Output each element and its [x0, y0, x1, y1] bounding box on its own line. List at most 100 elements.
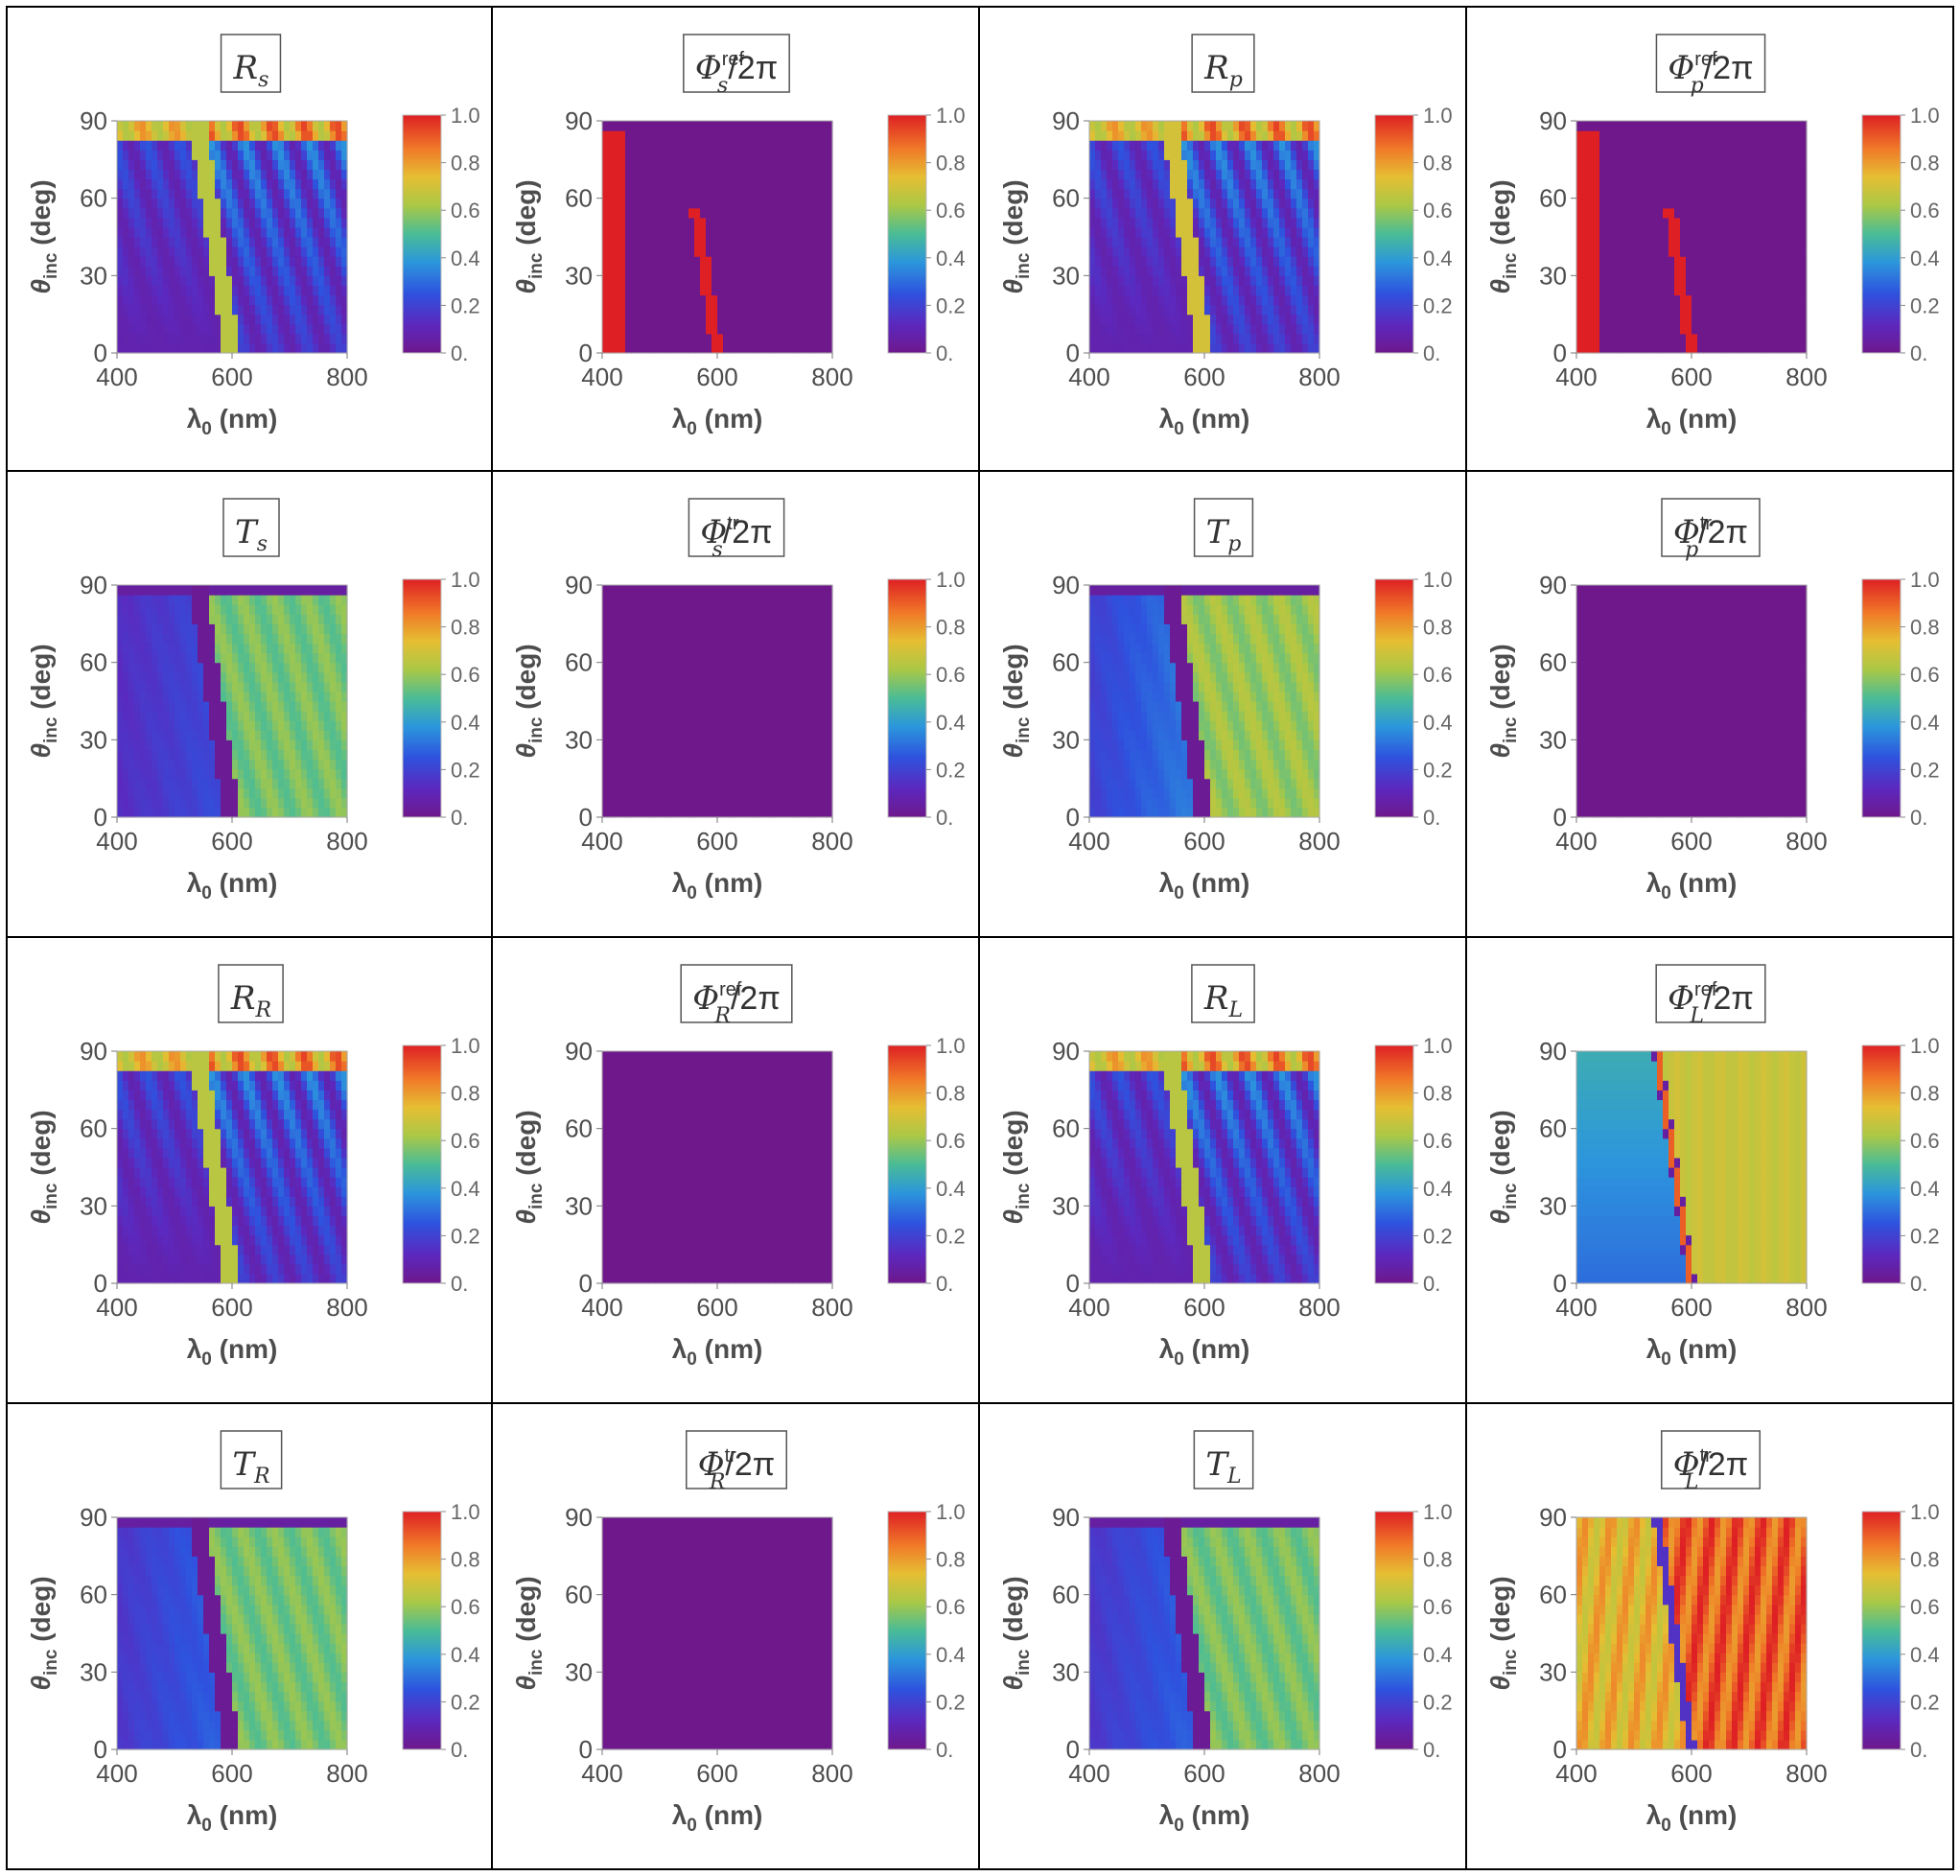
heatmap-cell [232, 701, 239, 712]
heatmap-cell [1645, 207, 1652, 219]
heatmap-cell [723, 121, 730, 131]
heatmap-cell [1199, 178, 1205, 190]
heatmap-cell [215, 730, 222, 740]
heatmap-cell [163, 237, 170, 247]
heatmap-cell [117, 797, 124, 809]
heatmap-cell [752, 323, 758, 335]
heatmap-cell [1262, 266, 1269, 276]
heatmap-cell [1755, 207, 1762, 219]
heatmap-cell [272, 323, 279, 335]
heatmap-cell [209, 207, 216, 219]
heatmap-cell [1239, 130, 1246, 141]
heatmap-cell [244, 285, 250, 296]
heatmap-cell [203, 333, 210, 344]
heatmap-cell [1732, 159, 1738, 171]
heatmap-cell [232, 807, 239, 818]
heatmap-cell [1256, 188, 1263, 199]
heatmap-cell [134, 294, 141, 306]
heatmap-cell [1147, 266, 1154, 276]
heatmap-cell [781, 188, 787, 199]
heatmap-cell [267, 671, 273, 683]
heatmap-cell [244, 662, 250, 673]
heatmap-cell [637, 140, 643, 151]
heatmap-cell [261, 314, 268, 325]
heatmap-cell [1256, 323, 1263, 335]
heatmap-cell [1738, 256, 1744, 267]
heatmap-cell [261, 188, 268, 199]
heatmap-cell [255, 778, 262, 789]
heatmap-cell [140, 739, 147, 751]
heatmap-cell [798, 217, 805, 228]
heatmap-cell [677, 342, 684, 354]
heatmap-cell [608, 217, 615, 228]
heatmap-cell [1112, 169, 1119, 180]
heatmap-cell [180, 643, 187, 654]
heatmap-cell [290, 633, 296, 645]
heatmap-cell [1617, 207, 1623, 219]
heatmap-cell [1738, 226, 1744, 238]
heatmap-cell [261, 266, 268, 276]
colorbar-tick-label: 1.0 [1423, 104, 1453, 128]
heatmap-cell [232, 681, 239, 692]
heatmap-cell [642, 198, 649, 209]
heatmap-cell [313, 759, 319, 770]
heatmap-cell [134, 797, 141, 809]
heatmap-cell [140, 701, 147, 712]
heatmap-cell [1692, 304, 1698, 316]
heatmap-cell [221, 121, 227, 131]
heatmap-cell [215, 314, 222, 325]
heatmap-cell [180, 797, 187, 809]
heatmap-cell [792, 294, 799, 306]
heatmap-cell [809, 169, 816, 180]
heatmap-cell [232, 739, 239, 751]
heatmap-cell [637, 150, 643, 160]
heatmap-cell [1801, 266, 1808, 276]
heatmap-cell [1130, 188, 1136, 199]
heatmap-cell [1663, 140, 1669, 151]
heatmap-cell [637, 246, 643, 257]
heatmap-cell [1778, 207, 1785, 219]
heatmap-cell [1222, 285, 1228, 296]
y-tick-label: 0 [94, 339, 107, 367]
colorbar-tick-label: 0.2 [936, 293, 966, 317]
heatmap-cell [341, 787, 348, 799]
heatmap-cell [1245, 256, 1251, 267]
heatmap-cell [134, 304, 141, 316]
heatmap-cell [284, 623, 291, 635]
heatmap-cell [244, 595, 250, 605]
heatmap-cell [278, 595, 285, 605]
heatmap-cell [1738, 323, 1744, 335]
heatmap-cell [608, 237, 615, 247]
heatmap-cell [169, 711, 175, 721]
heatmap-cell [226, 275, 233, 287]
heatmap-cell [1227, 256, 1234, 267]
heatmap-cell [1617, 226, 1623, 238]
heatmap-cell [1778, 237, 1785, 247]
heatmap-cell [1118, 188, 1125, 199]
heatmap-cell [1107, 178, 1113, 190]
heatmap-cell [1210, 130, 1217, 141]
heatmap-cell [758, 256, 764, 267]
heatmap-cell [1784, 314, 1790, 325]
heatmap-cell [1158, 266, 1165, 276]
heatmap-cell [290, 759, 296, 770]
heatmap-cell [1256, 285, 1263, 296]
heatmap-cell [614, 275, 620, 287]
heatmap-cell [809, 256, 816, 267]
heatmap-cell [301, 681, 308, 692]
heatmap-cell [1784, 237, 1790, 247]
heatmap-cell [637, 226, 643, 238]
heatmap-cell [140, 169, 147, 180]
heatmap-cell [140, 681, 147, 692]
heatmap-cell [1101, 188, 1108, 199]
heatmap-cell [1291, 246, 1297, 257]
heatmap-cell [163, 188, 170, 199]
heatmap-cell [1582, 121, 1589, 131]
heatmap-cell [284, 787, 291, 799]
heatmap-cell [619, 217, 626, 228]
heatmap-cell [660, 150, 666, 160]
heatmap-cell [198, 604, 204, 615]
heatmap-cell [198, 797, 204, 809]
heatmap-cell [180, 207, 187, 219]
heatmap-cell [324, 237, 331, 247]
